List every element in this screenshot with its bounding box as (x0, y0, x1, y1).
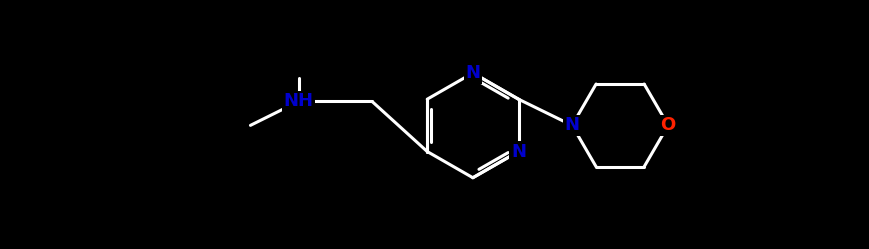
Text: N: N (466, 64, 481, 82)
Text: N: N (565, 116, 580, 134)
Text: O: O (660, 116, 676, 134)
Text: NH: NH (283, 92, 314, 111)
Text: N: N (511, 142, 526, 161)
